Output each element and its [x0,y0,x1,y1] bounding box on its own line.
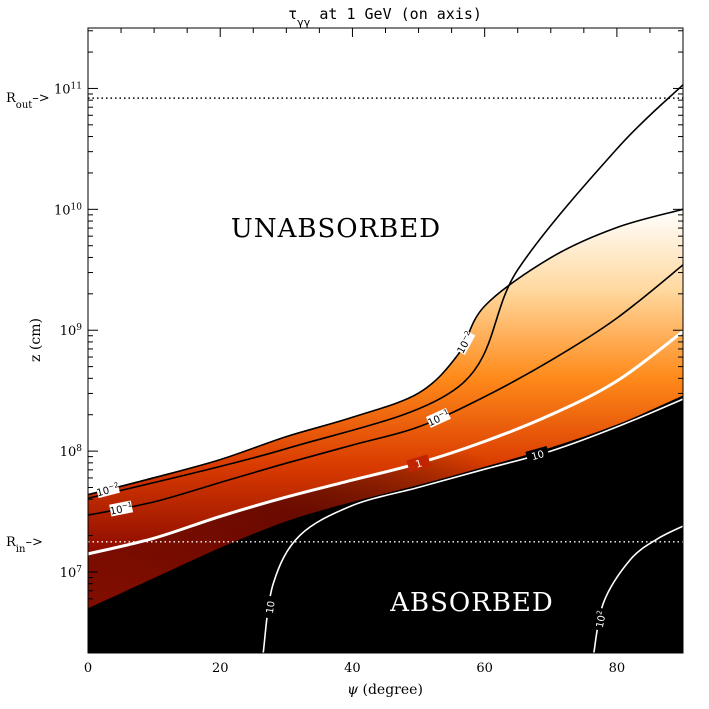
contour-line-1 [88,330,683,556]
contour-label-1-4: 1 [406,454,431,473]
contour-line-1e-1 [88,264,683,516]
contour-line-10 [262,398,683,653]
svg-text:10−2: 10−2 [95,481,121,499]
ref-label-R_in: Rin–> [6,535,43,555]
svg-text:102: 102 [593,610,609,629]
x-tick-label: 20 [212,661,229,676]
x-axis-title: ψ (degree) [347,682,423,698]
x-tick-label: 80 [609,661,626,676]
x-tick-label: 40 [344,661,361,676]
x-axis: 0 20 40 60 80 [84,28,684,676]
y-axis-title: z (cm) [28,318,44,362]
contour-line-1e-3 [88,84,683,500]
svg-text:1: 1 [414,458,423,470]
chart-title: τγγ at 1 GeV (on axis) [288,5,482,29]
svg-text:10: 10 [530,449,545,463]
y-tick-label: 109 [60,323,83,339]
svg-text:10−1: 10−1 [109,500,134,517]
contour-label-1e2-7: 102 [592,607,609,632]
y-tick-label: 108 [60,444,83,460]
x-tick-label: 60 [476,661,493,676]
contour-label-10-5: 10 [525,446,550,464]
unabsorbed-label: UNABSORBED [231,214,441,244]
y-tick-label: 107 [60,565,83,581]
x-tick-label: 0 [84,661,92,676]
contour-label-10-6: 10 [262,595,278,619]
ref-label-R_out: Rout–> [6,91,50,111]
contour-label-1e-1-2: 10−1 [109,500,134,518]
contour-label-1e-2-0: 10−2 [95,481,121,499]
reference-lines [88,97,683,543]
y-tick-label: 1011 [54,81,82,97]
reference-line-labels: Rout–> Rin–> [6,91,50,554]
contour-lines [88,84,683,653]
svg-text:10−2: 10−2 [454,329,476,355]
contour-line-1e-2 [88,208,683,496]
contour-label-1e-2-1: 10−2 [454,329,476,356]
y-tick-label: 1010 [54,202,82,218]
svg-text:10−1: 10−1 [425,408,451,429]
svg-text:10: 10 [265,600,278,614]
absorbed-label: ABSORBED [389,588,554,618]
contour-label-1e-1-3: 10−1 [425,408,451,429]
